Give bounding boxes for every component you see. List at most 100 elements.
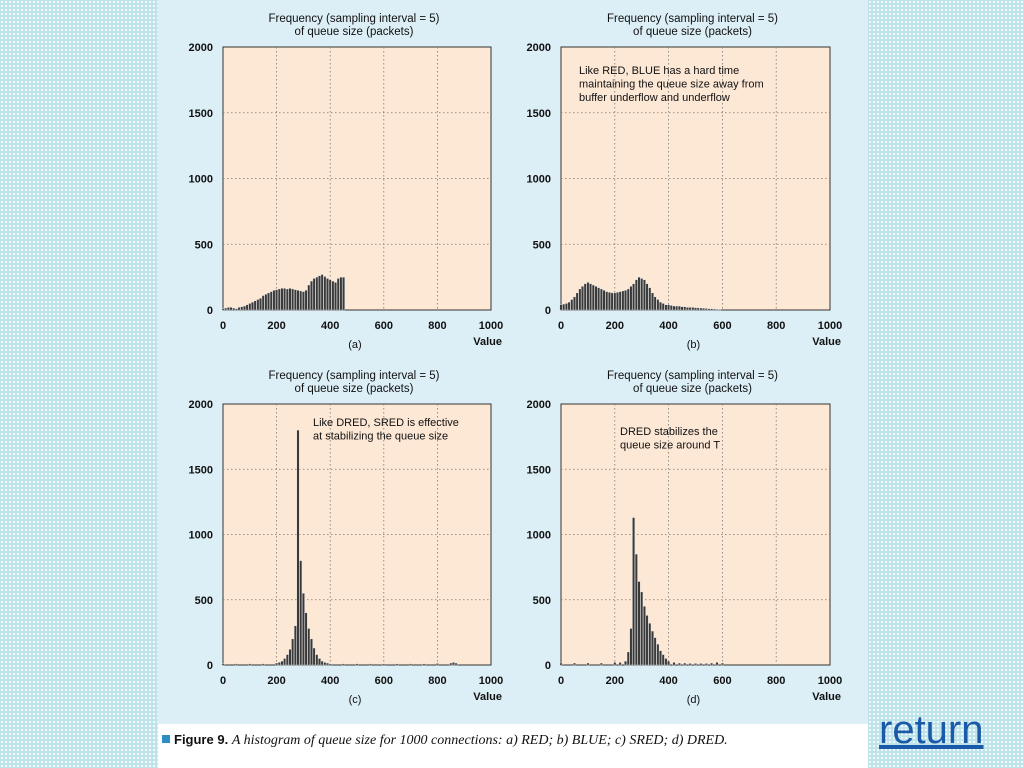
histogram-bar [449,662,453,666]
histogram-bar [310,280,313,311]
chart-title: Frequency (sampling interval = 5) [607,370,778,382]
histogram-bar [264,294,268,311]
y-tick-label: 2000 [527,399,551,411]
histogram-bar [643,606,646,666]
histogram-bar [594,286,598,311]
histogram-bar [605,291,609,311]
histogram-bar [285,288,289,311]
histogram-bar [599,662,603,666]
histogram-bar [667,304,670,311]
histogram-bar [315,276,319,311]
x-tick-label: 0 [558,675,564,687]
x-tick-label: 200 [267,675,285,687]
histogram-bar [436,663,439,666]
histogram-bar [323,662,327,666]
histogram-bar [267,292,270,311]
x-tick-label: 600 [713,320,731,332]
histogram-bar [334,282,337,311]
histogram-bar [369,663,372,666]
histogram-bar [704,308,708,311]
histogram-bar [694,663,697,666]
histogram-bar [251,301,254,311]
histogram-bar [675,305,679,311]
histogram-bar [664,304,668,311]
y-tick-label: 1500 [527,464,551,476]
histogram-bar [307,284,311,311]
histogram-bar [677,662,681,666]
histogram-bar [586,662,590,666]
histogram-bar [691,307,695,311]
histogram-bar [680,306,684,311]
histogram-bar [618,662,622,666]
histogram-bar [626,651,630,666]
histogram-bar [618,291,622,311]
histogram-bar [707,308,711,311]
return-link[interactable]: return [879,708,984,752]
histogram-bar [672,305,676,311]
histogram-bar [221,308,225,311]
histogram-bar [320,274,324,311]
chart-4: 0 500 1000 1500 2000 0 200 400 600 800 1000 Value (d… [527,370,843,706]
histogram-bar [715,309,719,311]
histogram-bar [656,299,660,311]
histogram-bar [253,300,257,311]
histogram-bar [656,643,660,666]
histogram-bar [686,307,689,311]
histogram-bar [599,288,603,311]
histogram-bar [283,288,287,311]
histogram-bar [291,638,295,666]
histogram-bar [573,662,576,666]
histogram-bar [581,286,584,311]
histogram-bar [589,283,592,311]
chart-title: Frequency (sampling interval = 5) [269,370,440,382]
histogram-bar [640,278,644,311]
histogram-bar [245,304,249,311]
panel-label: (d) [687,694,700,706]
histogram-bar [643,279,646,311]
y-tick-label: 500 [195,595,213,607]
histogram-bar [237,307,241,311]
histogram-bar [626,288,630,311]
y-tick-label: 1000 [189,530,213,542]
histogram-bar [422,663,426,666]
histogram-bar [280,660,284,666]
histogram-bar [275,662,278,666]
y-tick-label: 1500 [189,464,213,476]
histogram-bar [299,560,303,666]
histogram-bar [677,305,681,311]
chart-annotation: Like RED, BLUE has a hard time [579,65,739,77]
histogram-bar [634,553,638,666]
histogram-bar [659,301,662,311]
x-tick-label: 200 [267,320,285,332]
histogram-bar [634,279,638,311]
x-tick-label: 1000 [818,320,842,332]
histogram-bar [699,307,703,311]
histogram-bar [326,278,329,311]
x-axis-label: Value [473,336,502,348]
histogram-bar [573,296,576,311]
panel-label: (b) [687,339,700,351]
histogram-bar [669,305,673,311]
histogram-bar [299,290,303,311]
y-tick-label: 500 [195,239,213,251]
x-axis-label: Value [473,691,502,703]
x-tick-label: 0 [220,675,226,687]
chart-annotation: maintaining the queue size away from [579,79,764,91]
histogram-bar [243,305,246,311]
y-tick-label: 0 [545,660,551,672]
y-tick-label: 0 [207,660,213,672]
histogram-bar [621,290,625,311]
histogram-bar [629,628,633,666]
histogram-bar [567,301,571,311]
histogram-bar [718,309,722,311]
x-tick-label: 0 [220,320,226,332]
histogram-bar [331,280,335,311]
x-tick-label: 1000 [818,675,842,687]
histogram-bar [613,662,617,666]
histogram-bar [288,288,292,311]
histogram-bar [339,276,343,311]
histogram-bar [277,662,281,666]
histogram-bar [342,276,345,311]
histogram-bar [559,304,563,311]
